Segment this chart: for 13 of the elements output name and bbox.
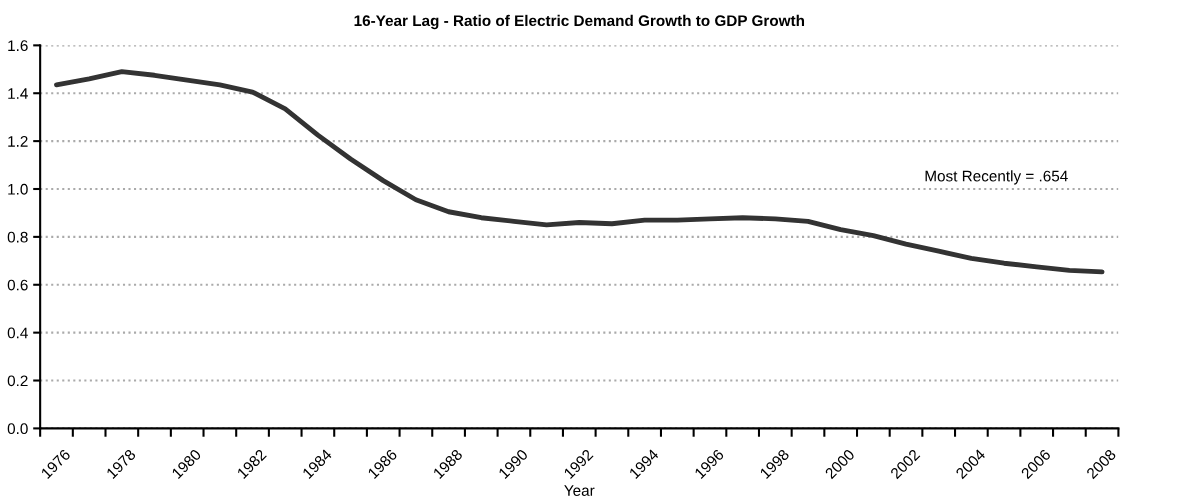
y-tick-label: 1.2 [8,135,28,147]
y-tick-label: 1.6 [8,40,28,52]
y-tick-label: 0.0 [7,423,28,435]
y-tick-label: 1.4 [8,88,28,99]
annotation: Most Recently = .654 [925,170,1068,185]
y-tick-label: 0.8 [7,231,28,243]
x-axis-title: Year [564,485,595,496]
line-series [54,69,1105,275]
y-tick-label: 1.0 [8,183,28,195]
y-tick-label: 0.2 [7,375,28,387]
y-tick-label: 0.6 [7,279,28,291]
chart-title: 16-Year Lag - Ratio of Electric Demand Growth to GDP Growth [354,14,805,30]
y-tick-label: 0.4 [7,327,28,339]
